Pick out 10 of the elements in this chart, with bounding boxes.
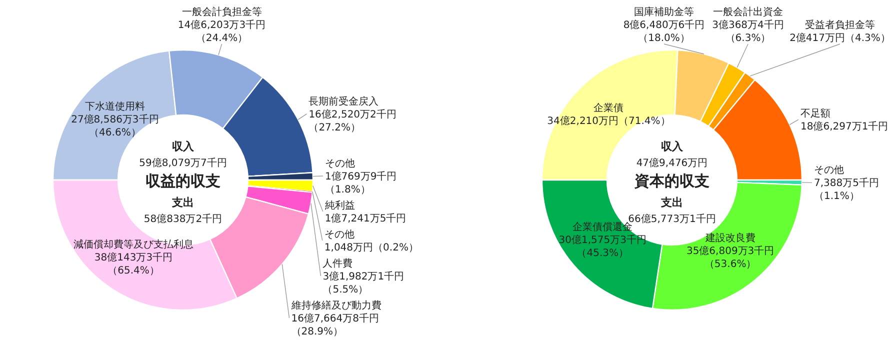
title: 資本的収支: [634, 172, 710, 190]
annotation: 47億9,476万円: [636, 158, 708, 169]
annotation: 58億838万2千円: [144, 214, 222, 225]
annotation: 66億5,773万1千円: [628, 214, 716, 225]
annotation: 59億8,079万7千円: [139, 158, 227, 169]
annotation: 収入: [661, 140, 683, 153]
annotation: 支出: [661, 196, 683, 209]
annotation: 支出: [172, 196, 194, 209]
title: 収益的収支: [146, 172, 220, 190]
annotation: 収入: [172, 140, 194, 153]
